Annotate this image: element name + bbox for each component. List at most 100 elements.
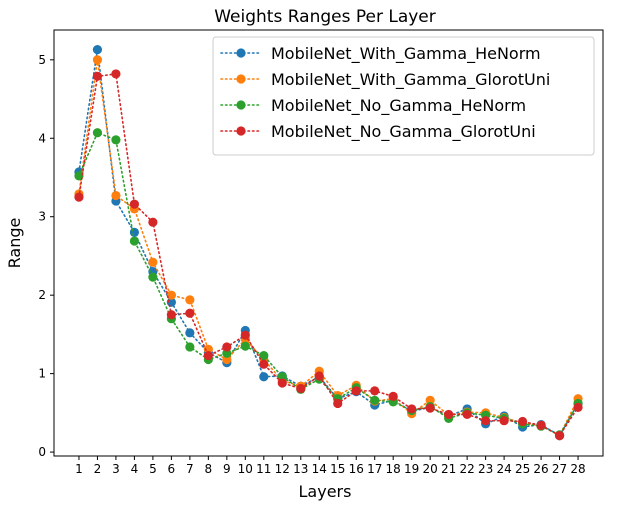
series-line-4 [78, 73, 579, 437]
x-tick-label: 5 [149, 462, 157, 476]
legend-box [212, 36, 595, 156]
plot-area [74, 45, 583, 441]
x-tick-label: 8 [205, 462, 213, 476]
data-point [277, 378, 287, 388]
legend: MobileNet_With_Gamma_HeNorm MobileNet_Wit… [212, 36, 595, 156]
data-point [148, 217, 158, 227]
series-line-3 [78, 131, 579, 436]
x-tick-label: 27 [552, 462, 567, 476]
x-tick-label: 4 [131, 462, 139, 476]
x-tick-label: 15 [330, 462, 345, 476]
x-tick-label: 9 [223, 462, 231, 476]
data-point [240, 341, 250, 351]
y-tick-label: 2 [38, 288, 46, 302]
data-point [536, 420, 546, 430]
legend-item-1: MobileNet_With_Gamma_HeNorm [220, 44, 541, 64]
data-point [554, 431, 565, 441]
legend-item-3: MobileNet_No_Gamma_HeNorm [220, 96, 526, 116]
data-point [129, 199, 140, 209]
x-tick-label: 23 [478, 462, 493, 476]
legend-label: MobileNet_No_Gamma_GlorotUni [271, 122, 536, 142]
series-line-2 [78, 59, 579, 437]
data-point [370, 386, 380, 396]
x-tick-label: 26 [533, 462, 548, 476]
x-tick-label: 6 [168, 462, 176, 476]
x-tick-label: 11 [256, 462, 271, 476]
data-point [444, 409, 454, 420]
legend-label: MobileNet_With_Gamma_GlorotUni [271, 70, 550, 90]
data-point [259, 350, 269, 361]
x-tick-label: 28 [570, 462, 585, 476]
y-tick-label: 0 [38, 445, 46, 459]
legend-item-2: MobileNet_With_Gamma_GlorotUni [220, 70, 550, 90]
data-point [92, 71, 103, 81]
data-point [111, 69, 121, 79]
data-point [462, 409, 472, 420]
legend-label: MobileNet_No_Gamma_HeNorm [271, 96, 526, 116]
legend-marker [236, 48, 246, 58]
y-tick-label: 1 [38, 367, 46, 381]
x-tick-label: 20 [423, 462, 438, 476]
x-tick-label: 2 [94, 462, 102, 476]
data-point [185, 342, 195, 352]
data-point [92, 55, 103, 65]
x-tick-label: 17 [367, 462, 382, 476]
data-point [296, 383, 306, 394]
data-point [111, 135, 121, 145]
x-tick-label: 18 [386, 462, 401, 476]
series-line-1 [78, 49, 579, 437]
x-tick-label: 14 [312, 462, 327, 476]
data-point [517, 416, 528, 427]
data-point [481, 416, 491, 426]
data-point [129, 227, 140, 238]
data-point [166, 290, 176, 300]
x-tick-label: 3 [112, 462, 120, 476]
data-point [314, 371, 324, 381]
data-point [185, 308, 195, 318]
x-tick-label: 10 [238, 462, 253, 476]
data-point [240, 330, 250, 340]
data-point [499, 416, 509, 426]
legend-marker [236, 100, 246, 110]
data-point [222, 342, 232, 352]
y-tick-label: 3 [38, 210, 46, 224]
series-4 [74, 69, 583, 441]
x-tick-label: 7 [186, 462, 194, 476]
data-point [333, 398, 343, 409]
x-tick-label: 13 [293, 462, 308, 476]
data-point [92, 45, 103, 55]
data-point [166, 310, 176, 320]
data-point [111, 190, 121, 201]
chart-title: Weights Ranges Per Layer [214, 7, 436, 27]
data-point [259, 359, 269, 369]
x-tick-label: 19 [404, 462, 419, 476]
legend-label: MobileNet_With_Gamma_HeNorm [271, 44, 541, 64]
x-tick-label: 21 [441, 462, 456, 476]
data-point [148, 272, 158, 282]
y-axis: 0 1 2 3 4 5 [38, 53, 54, 459]
x-tick-label: 16 [349, 462, 364, 476]
y-tick-label: 4 [38, 131, 46, 145]
data-point [370, 395, 380, 405]
y-tick-label: 5 [38, 53, 46, 67]
data-point [425, 403, 435, 413]
data-point [407, 404, 417, 414]
legend-item-4: MobileNet_No_Gamma_GlorotUni [220, 122, 536, 142]
data-point [148, 257, 158, 267]
data-point [185, 328, 195, 338]
data-point [92, 128, 103, 138]
y-axis-label: Range [5, 218, 24, 269]
data-point [388, 391, 398, 401]
data-point [129, 236, 140, 246]
x-axis: 1 2 3 4 5 6 7 8 9 10 11 12 13 14 15 16 17 18 19 20 21 22 23 24 2… [75, 456, 586, 476]
data-point [203, 350, 213, 361]
x-axis-label: Layers [299, 482, 352, 501]
x-tick-label: 24 [496, 462, 511, 476]
legend-marker [236, 126, 246, 136]
data-point [259, 372, 269, 382]
x-tick-label: 1 [75, 462, 83, 476]
legend-marker [236, 74, 246, 84]
data-point [573, 402, 583, 412]
data-point [351, 386, 361, 396]
data-point [74, 192, 84, 202]
